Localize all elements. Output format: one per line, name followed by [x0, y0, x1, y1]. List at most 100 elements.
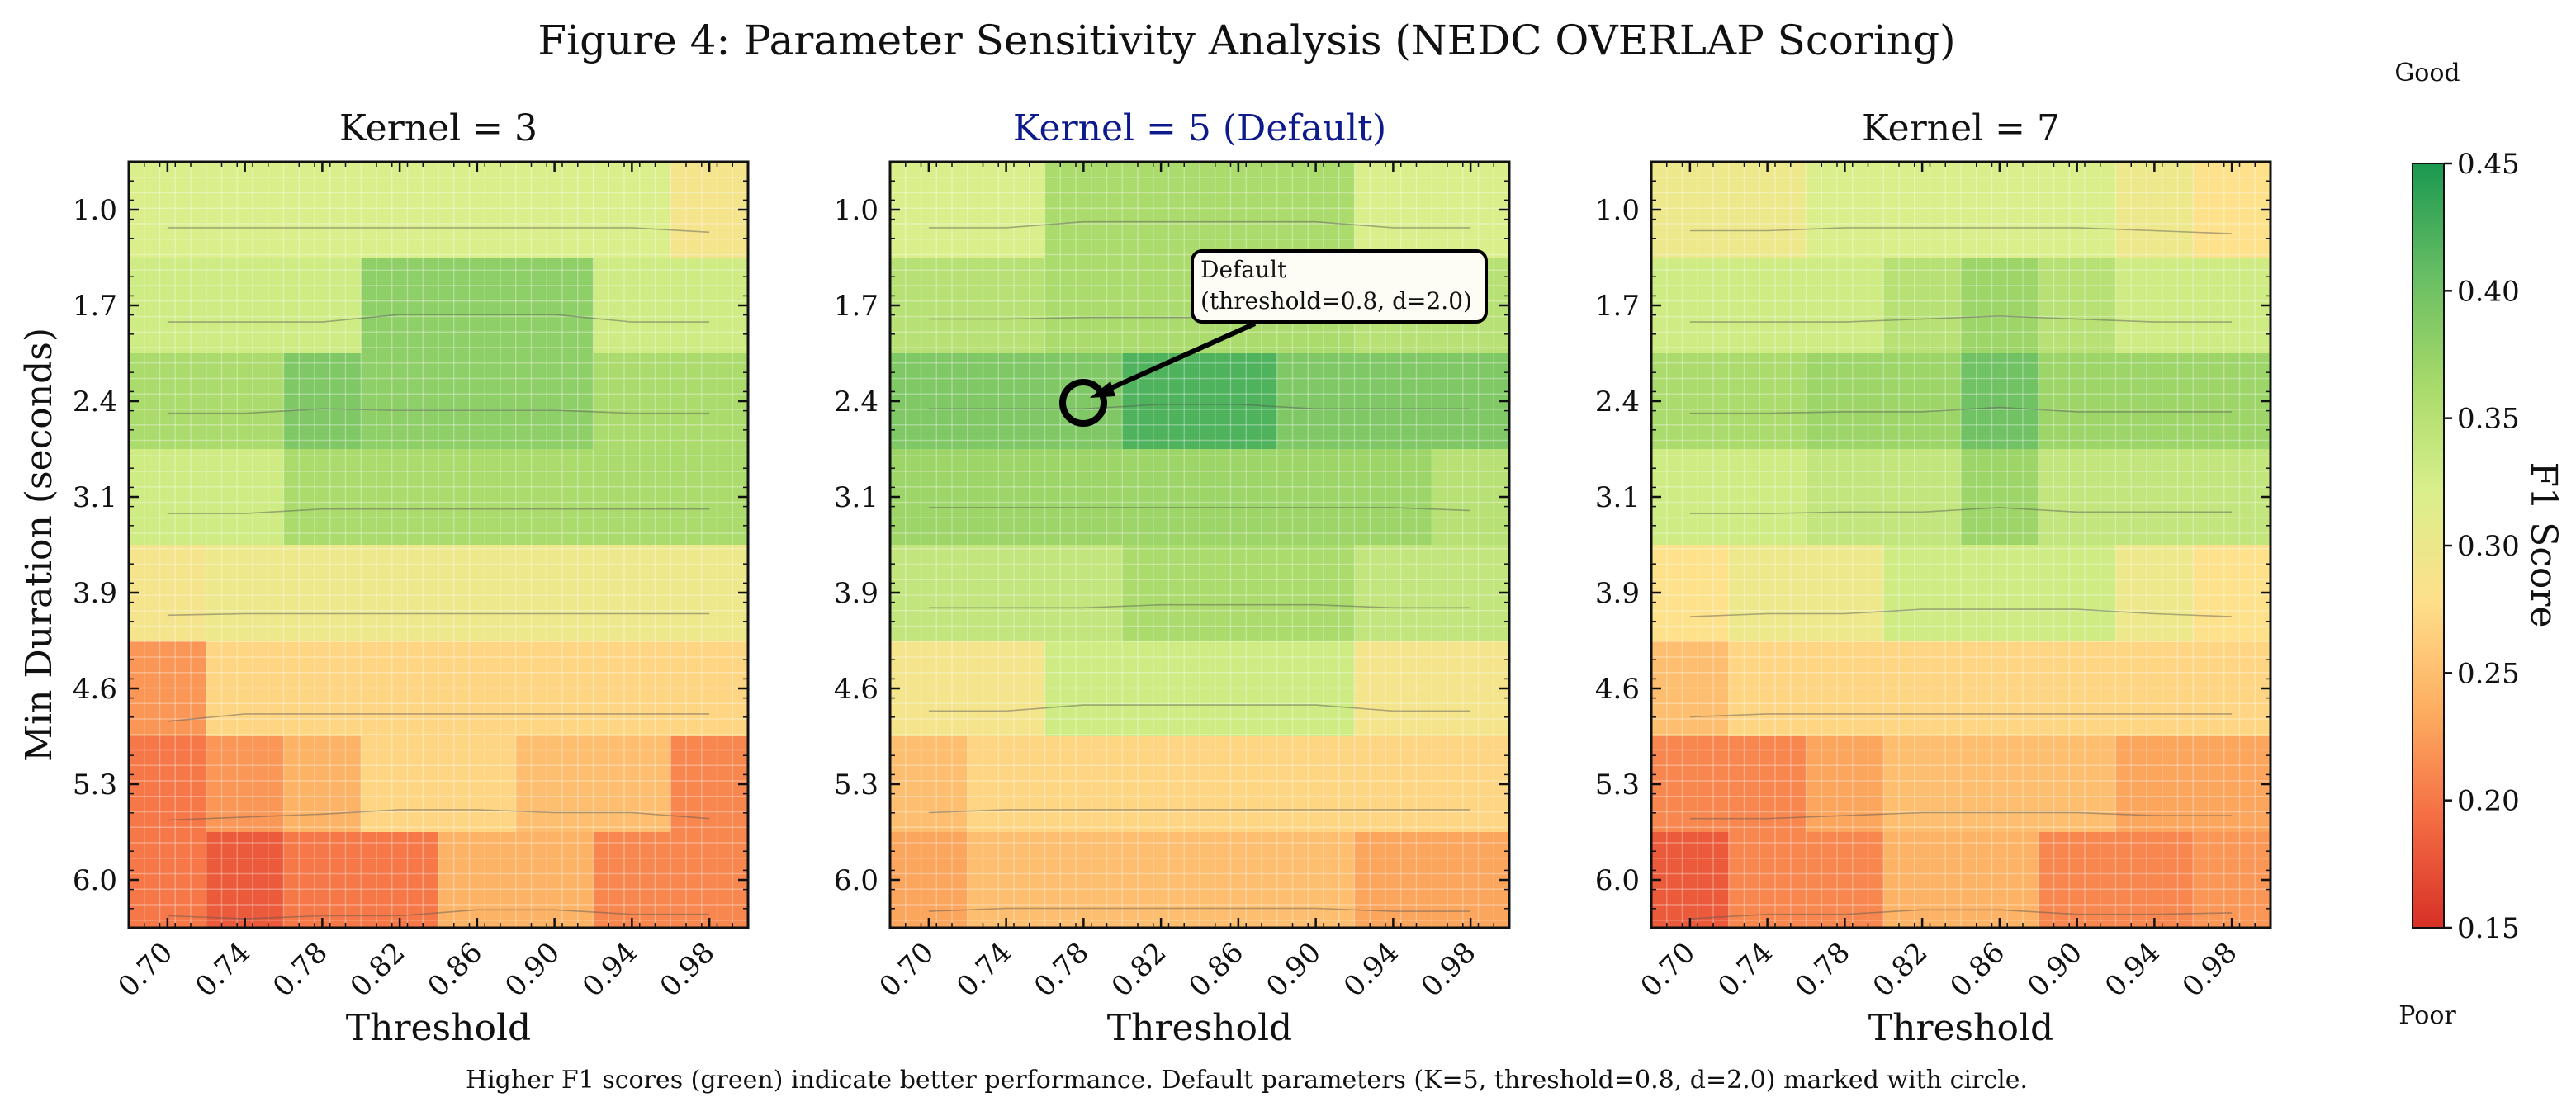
contour-line — [928, 907, 1471, 912]
heatmap-cell — [361, 258, 439, 354]
contour-line — [167, 809, 710, 821]
colorbar-tick-label: 0.15 — [2457, 912, 2520, 945]
heatmap-cell — [1200, 353, 1278, 450]
colorbar-tick-label: 0.30 — [2457, 530, 2520, 563]
heatmap-cell — [515, 641, 594, 737]
plot-frame — [888, 160, 1511, 929]
heatmap-cell — [1883, 162, 1962, 258]
heatmap-cell — [670, 641, 749, 737]
heatmap-cell — [1354, 449, 1432, 546]
y-tick-label: 1.0 — [73, 194, 117, 227]
heatmap-cell — [2193, 162, 2271, 258]
axis-ticks — [1651, 162, 2271, 928]
heatmap-cell — [1432, 162, 1510, 258]
annotation-text-line2: (threshold=0.8, d=2.0) — [1200, 287, 1472, 314]
default-marker-circle — [1059, 379, 1107, 427]
y-tick-label: 6.0 — [73, 864, 117, 897]
heatmap-cell — [206, 162, 284, 258]
fine-grid — [129, 162, 748, 928]
colorbar-label: F1 Score — [2522, 462, 2564, 628]
heatmap-cell — [1806, 641, 1884, 737]
heatmap-cell — [1432, 832, 1510, 929]
heatmap-cell — [967, 449, 1045, 546]
contour-line — [1689, 315, 2233, 323]
x-tick-label: 0.98 — [2176, 936, 2244, 1004]
heatmap-cell — [1354, 736, 1432, 833]
heatmap-cell — [129, 162, 207, 258]
heatmap-cell — [890, 832, 968, 929]
heatmap-cell — [1883, 832, 1962, 929]
contour-line — [928, 404, 1471, 410]
heatmap-cell — [1276, 736, 1355, 833]
heatmap-cell — [1276, 449, 1355, 546]
colorbar-tick-label: 0.20 — [2457, 785, 2520, 818]
heatmap-cell — [1961, 641, 2039, 737]
heatmap-cell — [967, 641, 1045, 737]
heatmap-cell — [1432, 545, 1510, 641]
heatmap-cell — [1883, 736, 1962, 833]
y-tick-label: 3.9 — [834, 577, 878, 610]
heatmap-cell — [2038, 162, 2116, 258]
plot-frame — [1650, 160, 2272, 929]
heatmap-cell — [593, 641, 671, 737]
heatmap-cell — [1044, 449, 1123, 546]
colorbar-tick-label: 0.25 — [2457, 657, 2520, 690]
contour-line — [167, 227, 710, 234]
y-tick-label: 2.4 — [1595, 385, 1640, 418]
heatmap-cell — [438, 832, 517, 929]
heatmap-cell — [670, 449, 749, 546]
heatmap-cell — [283, 736, 362, 833]
heatmap-cell — [129, 832, 207, 929]
heatmap-cell — [1122, 641, 1200, 737]
heatmap-cell — [1806, 449, 1884, 546]
colorbar: 0.15 0.20 0.25 0.30 0.35 0.40 0.45 F1 Score Go… — [2394, 59, 2564, 1030]
x-tick-label: 0.74 — [950, 936, 1018, 1004]
heatmap-cell — [1044, 162, 1123, 258]
heatmap-cell — [890, 736, 968, 833]
y-tick-label: 5.3 — [73, 768, 117, 802]
heatmap-cell — [1651, 162, 1730, 258]
figure-title: Figure 4: Parameter Sensitivity Analysis… — [537, 17, 1955, 64]
colorbar-tick-label: 0.35 — [2457, 403, 2520, 436]
y-tick-label: 5.3 — [834, 768, 878, 802]
heatmap-cell — [2115, 641, 2194, 737]
colorbar-good-label: Good — [2394, 59, 2460, 87]
heatmap-cell — [1354, 545, 1432, 641]
fine-grid — [1651, 162, 2271, 928]
contour-line — [928, 704, 1471, 712]
colorbar-tick-label: 0.45 — [2457, 148, 2520, 181]
heatmap-cell — [283, 545, 362, 641]
heatmap-cell — [967, 162, 1045, 258]
heatmap-cell — [361, 162, 439, 258]
heatmap-cell — [1122, 353, 1200, 450]
y-tick-label: 1.7 — [834, 290, 878, 323]
x-axis-label: Threshold — [1107, 1007, 1292, 1049]
heatmap-cell — [129, 258, 207, 354]
heatmap-cell — [1122, 162, 1200, 258]
heatmap-cell — [129, 449, 207, 546]
heatmap-cell — [1354, 353, 1432, 450]
heatmap-cell — [2115, 353, 2194, 450]
x-tick-label: 0.86 — [1944, 936, 2011, 1004]
heatmap-cell — [2193, 545, 2271, 641]
heatmap-cell — [1651, 736, 1730, 833]
heatmap-cell — [283, 162, 362, 258]
heatmap-cell — [593, 736, 671, 833]
heatmap-cell — [129, 545, 207, 641]
heatmap-cell — [206, 258, 284, 354]
heatmap-cell — [967, 258, 1045, 354]
x-tick-label: 0.82 — [1867, 936, 1934, 1004]
heatmap-cell — [1044, 832, 1123, 929]
heatmap-cell — [670, 258, 749, 354]
heatmap-cell — [1728, 353, 1807, 450]
heatmap-cell — [890, 162, 968, 258]
x-tick-label: 0.98 — [654, 936, 722, 1004]
colorbar-gradient — [2412, 163, 2445, 929]
heatmap-cell — [2193, 641, 2271, 737]
x-tick-label: 0.78 — [267, 936, 334, 1004]
y-tick-label: 4.6 — [73, 673, 117, 706]
heatmap-cell — [967, 545, 1045, 641]
y-tick-label: 1.7 — [1595, 290, 1640, 323]
contour-line — [1689, 811, 2233, 820]
annotation-arrow-line — [1101, 321, 1257, 395]
